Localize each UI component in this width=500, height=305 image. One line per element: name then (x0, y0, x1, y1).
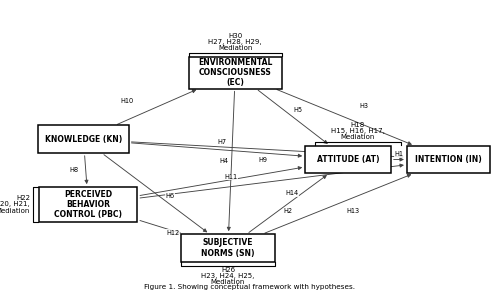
Text: Mediation: Mediation (218, 45, 252, 51)
Text: SUBJECTIVE
NORMS (SN): SUBJECTIVE NORMS (SN) (201, 238, 254, 258)
Text: PERCEIVED
BEHAVIOR
CONTROL (PBC): PERCEIVED BEHAVIOR CONTROL (PBC) (54, 189, 122, 219)
Text: H2: H2 (284, 208, 292, 214)
Text: Mediation: Mediation (0, 207, 30, 213)
Text: Figure 1. Showing conceptual framework with hypotheses.: Figure 1. Showing conceptual framework w… (144, 285, 356, 290)
FancyBboxPatch shape (40, 187, 138, 222)
FancyBboxPatch shape (189, 57, 282, 88)
Text: KNOWLEDGE (KN): KNOWLEDGE (KN) (45, 135, 122, 144)
Text: H14: H14 (285, 190, 298, 196)
Text: H13: H13 (346, 208, 360, 214)
Text: H18: H18 (350, 122, 365, 128)
Text: H12: H12 (166, 230, 179, 236)
Text: ENVIRONMENTAL
CONSCIOUSNESS
(EC): ENVIRONMENTAL CONSCIOUSNESS (EC) (198, 58, 272, 88)
Text: H26: H26 (221, 267, 235, 273)
Text: H5: H5 (294, 107, 302, 113)
Text: Mediation: Mediation (340, 134, 375, 140)
Text: H9: H9 (258, 156, 268, 163)
Text: Mediation: Mediation (211, 279, 245, 285)
FancyBboxPatch shape (182, 234, 274, 262)
Text: H23, H24, H25,: H23, H24, H25, (202, 273, 254, 279)
Text: H1: H1 (394, 151, 404, 157)
FancyBboxPatch shape (305, 146, 391, 173)
Text: H6: H6 (166, 193, 175, 199)
Text: H7: H7 (218, 139, 226, 145)
Text: H22: H22 (16, 195, 30, 201)
FancyBboxPatch shape (38, 125, 128, 153)
Text: H11: H11 (224, 174, 237, 180)
Text: H27, H28, H29,: H27, H28, H29, (208, 39, 262, 45)
FancyBboxPatch shape (407, 146, 490, 173)
Text: H15, H16, H17,: H15, H16, H17, (331, 128, 384, 134)
Text: INTENTION (IN): INTENTION (IN) (415, 155, 482, 164)
Text: ATTITUDE (AT): ATTITUDE (AT) (317, 155, 380, 164)
Text: H3: H3 (360, 102, 368, 109)
Text: H8: H8 (69, 167, 78, 173)
Text: H30: H30 (228, 33, 242, 39)
Text: H4: H4 (220, 158, 229, 164)
Text: H19, H20, H21,: H19, H20, H21, (0, 201, 30, 207)
Text: H10: H10 (121, 98, 134, 104)
